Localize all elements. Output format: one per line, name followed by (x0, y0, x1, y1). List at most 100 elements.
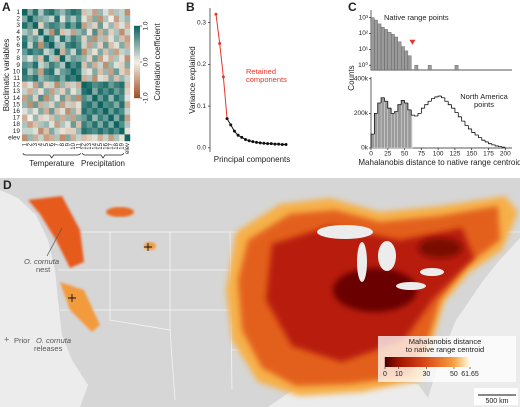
heat-cell (59, 22, 66, 29)
heat-cell (81, 101, 87, 109)
heat-cell (86, 108, 93, 115)
heat-cell (81, 94, 87, 102)
step (478, 135, 482, 139)
bar (370, 17, 375, 71)
heat-cell (22, 127, 28, 135)
heat-cell (86, 9, 93, 16)
heat-cell (43, 35, 50, 43)
heat-cell (113, 101, 120, 109)
heat-cell (59, 121, 66, 128)
heat-cell (32, 81, 39, 89)
row-label: 12 (13, 82, 21, 89)
bar (414, 65, 419, 71)
heat-cell (70, 28, 77, 36)
heat-cell (65, 15, 71, 23)
heat-cell (32, 28, 39, 36)
heat-cell (81, 134, 87, 142)
x-tick-label: 150 (466, 151, 477, 158)
release-label: releases (34, 344, 63, 353)
heat-cell (70, 88, 77, 95)
release-label: O. cornuta (36, 336, 71, 345)
step (404, 100, 408, 104)
heat-cell (54, 28, 60, 36)
heat-cell (38, 127, 44, 135)
heat-cell (124, 134, 131, 142)
heat-cell (86, 75, 93, 82)
heat-cell (59, 42, 66, 49)
heat-cell (97, 114, 104, 122)
heat-cell (113, 114, 120, 122)
legend-step (423, 357, 425, 367)
heat-cell (49, 101, 55, 109)
heat-cell (59, 114, 66, 122)
heat-cell (32, 134, 39, 142)
colorbar-step (134, 81, 140, 85)
heat-cell (54, 108, 60, 115)
heat-cell (119, 55, 125, 62)
heat-cell (70, 9, 77, 16)
heat-cell (54, 75, 60, 82)
heat-cell (103, 28, 109, 36)
heat-cell (76, 35, 82, 43)
colorbar-step (134, 79, 140, 83)
heat-cell (32, 108, 39, 115)
colorbar-step (134, 25, 140, 29)
heat-cell (54, 94, 60, 102)
heat-cell (108, 121, 114, 128)
heat-cell (70, 68, 77, 76)
step (447, 101, 452, 106)
colorbar-step (134, 91, 140, 95)
heat-cell (22, 42, 28, 49)
native-range-fill (404, 102, 409, 149)
colorbar-step (134, 49, 140, 53)
heat-cell (54, 61, 60, 69)
step (494, 144, 499, 147)
row-label: 9 (16, 62, 20, 69)
legend-step (466, 357, 469, 367)
heat-cell (119, 68, 125, 76)
heat-cell (119, 101, 125, 109)
col-label: 6 (49, 142, 55, 146)
heat-cell (97, 127, 104, 135)
heat-cell (92, 42, 98, 49)
row-label: 7 (16, 49, 20, 56)
heat-cell (43, 81, 50, 89)
heat-cell (32, 94, 39, 102)
native-range-fill (380, 97, 385, 149)
x-tick-label: 175 (483, 151, 494, 158)
legend-title: Mahalanobis distance (409, 337, 482, 346)
y-axis-label: Counts (347, 65, 356, 90)
bar (380, 26, 385, 71)
heat-cell (65, 94, 71, 102)
legend-step (457, 357, 459, 367)
heat-cell (49, 68, 55, 76)
heat-cell (103, 15, 109, 23)
heat-cell (49, 61, 55, 69)
heat-cell (70, 15, 77, 23)
heat-cell (22, 94, 28, 102)
col-label: 19 (119, 142, 125, 149)
heat-cell (76, 108, 82, 115)
heat-cell (65, 48, 71, 56)
heat-cell (92, 35, 98, 43)
bar (387, 32, 392, 71)
heat-cell (65, 22, 71, 29)
heat-cell (86, 101, 93, 109)
heat-cell (70, 42, 77, 49)
heat-cell (108, 127, 114, 135)
col-label: 4 (38, 142, 44, 146)
heat-cell (59, 48, 66, 56)
heat-cell (97, 94, 104, 102)
col-label: 1 (22, 142, 28, 146)
heat-cell (70, 48, 77, 56)
heat-cell (22, 81, 28, 89)
heat-cell (113, 55, 120, 62)
release-markers (68, 243, 152, 302)
colorbar-step (134, 27, 140, 31)
colorbar-step (134, 51, 140, 55)
heat-cell (86, 22, 93, 29)
legend-step (401, 357, 404, 367)
heat-cell (43, 48, 50, 56)
heat-cell (65, 127, 71, 135)
heat-cell (32, 42, 39, 49)
